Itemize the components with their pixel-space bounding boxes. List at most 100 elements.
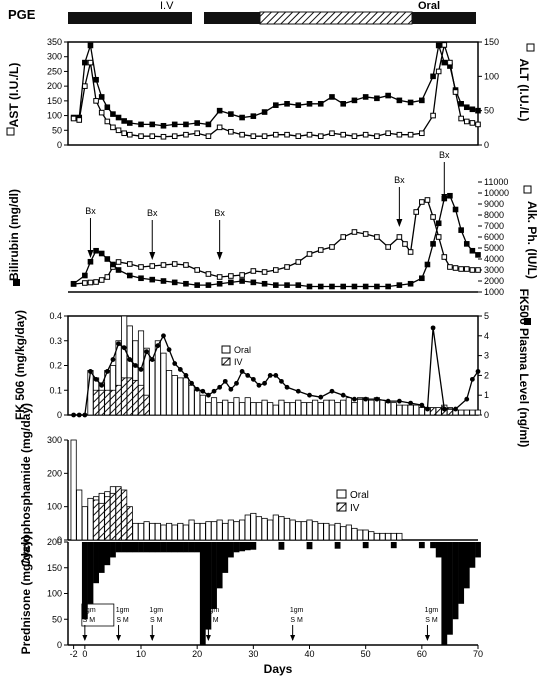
ast-series-point [458,115,464,122]
alk-ph-axis-label: Alk. Ph. (IU/L) [525,201,539,279]
fk506-dose-axis-tick-label: 0.1 [49,385,62,395]
prednisone-bar [458,542,465,604]
alk-ph-series-point [160,262,167,268]
bolus-sm-label: S M [116,617,129,624]
ast-axis-tick-label: 300 [47,52,62,62]
cyclophosphamide-oral-bar [199,522,206,541]
bilirubin-series-point [385,283,391,290]
fk506-plasma-point [177,367,183,372]
ast-series-point [126,131,133,138]
alk-ph-series-point [126,261,133,267]
alk-ph-series-point [98,277,105,283]
fk506-plasma-point [82,412,88,418]
bilirubin-series-point [452,206,459,213]
bilirubin-series-point [306,283,313,290]
biopsy-arrowhead [441,194,448,202]
bolus-sm-label: S M [206,617,219,624]
alk-ph-series-point [250,268,257,274]
alk-ph-series-point [475,267,481,273]
fk506-iv-bar [446,407,453,416]
cyclophosphamide-panel: Cyclophosphamide (mg/day) 0 100 200 300 Oral… [19,403,478,567]
alt-series-point [87,42,94,49]
fk506-plasma-point [144,349,150,355]
prednisone-bar [452,542,459,620]
fk506-plasma-point [352,396,357,402]
alt-series-point [458,101,464,107]
alk-ph-series-point [340,234,347,240]
fk506-plasma-axis-tick-label: 4 [484,331,489,341]
alk-ph-series-point [329,244,335,250]
fk506-panel: FK 506 (mg/kg/day) FK506 Plasma Level (n… [13,289,531,447]
fk506-plasma-point [453,406,458,412]
biopsy-arrowhead [396,219,403,227]
fk506-oral-bar [390,402,397,416]
fk506-oral-bar [250,402,257,416]
fk506-oral-bar [160,352,167,416]
cyclophosphamide-oral-bar [362,529,369,541]
alk-ph-series-point [424,197,431,203]
alt-series-point [239,114,245,121]
bilirubin-series-point [183,280,189,287]
ast-axis-tick-label: 100 [47,111,62,121]
prednisone-bar [222,542,229,573]
fk506-iv-bar [137,384,145,416]
fk506-plasma-point [76,412,82,418]
fk506-legend-oral-label: Oral [234,345,251,355]
prednisone-axis-label: Prednisone (mg/day) [19,536,33,655]
alk-ph-series-point [194,267,200,273]
alk-ph-series-point [435,234,442,240]
enzymes-panel: AST (I.U./L) ALT (I.U./L) 0 50 100 150 200 25… [6,37,535,150]
fk506-plasma-point [284,384,290,390]
biopsy-label: Bx [394,175,405,185]
fk506-oral-bar [278,399,285,416]
cyclophosphamide-oral-bar [340,526,347,541]
bilirubin-series-point [239,278,245,284]
ast-axis-tick-label: 200 [47,81,62,91]
alk-ph-series-point [87,279,94,286]
fk506-oral-bar [401,404,409,416]
fk506-plasma-point [183,373,189,378]
fk506-oral-bar [356,397,364,416]
cyclophosphamide-oral-bar [182,524,190,541]
ast-series-point [110,124,116,131]
fk506-plasma-point [250,376,256,382]
prednisone-bar [183,542,189,553]
cyclophosphamide-oral-bar [227,519,234,541]
prednisone-bar [154,542,161,553]
fk506-plasma-point [363,396,369,402]
cyclophosphamide-oral-bar [278,516,285,541]
prednisone-bar [93,542,99,584]
prednisone-axis-tick-label: 50 [52,614,62,624]
bolus-arrowhead [205,635,211,641]
alt-axis-tick-label: 50 [484,106,494,116]
alk-ph-series-point [149,263,156,269]
ast-series-point [435,68,442,75]
bolus-sm-label: S M [150,617,163,624]
fk506-oral-bar [458,409,465,416]
alt-series-point [441,59,448,66]
alt-series-point [273,102,279,108]
bilirubin-series-point [424,261,431,268]
fk506-plasma-point [396,398,402,404]
ast-series-point [441,42,448,48]
alk-ph-series-point [447,264,453,270]
fk506-plasma-line [73,327,479,416]
alt-series-point [93,76,99,83]
biopsy-label: Bx [214,208,225,218]
fk506-plasma-point [374,396,380,402]
fk506-plasma-point [99,382,105,388]
prednisone-bar [447,542,453,635]
alk-ph-axis-tick-label: 4000 [484,254,504,264]
alk-ph-axis-tick-label: 11000 [484,177,508,187]
cyclophosphamide-oral-bar [216,519,223,541]
fk506-oral-bar [463,409,470,416]
fk506-plasma-point [172,361,178,366]
ast-series-point [228,128,234,135]
alk-ph-series-point [430,214,436,220]
bilirubin-series-point [160,278,167,284]
alt-series-point [317,101,324,107]
alk-ph-axis-tick-label: 10000 [484,188,509,198]
fk506-plasma-point [295,388,301,394]
fk506-plasma-point [318,394,324,400]
alt-series-point [261,109,268,115]
